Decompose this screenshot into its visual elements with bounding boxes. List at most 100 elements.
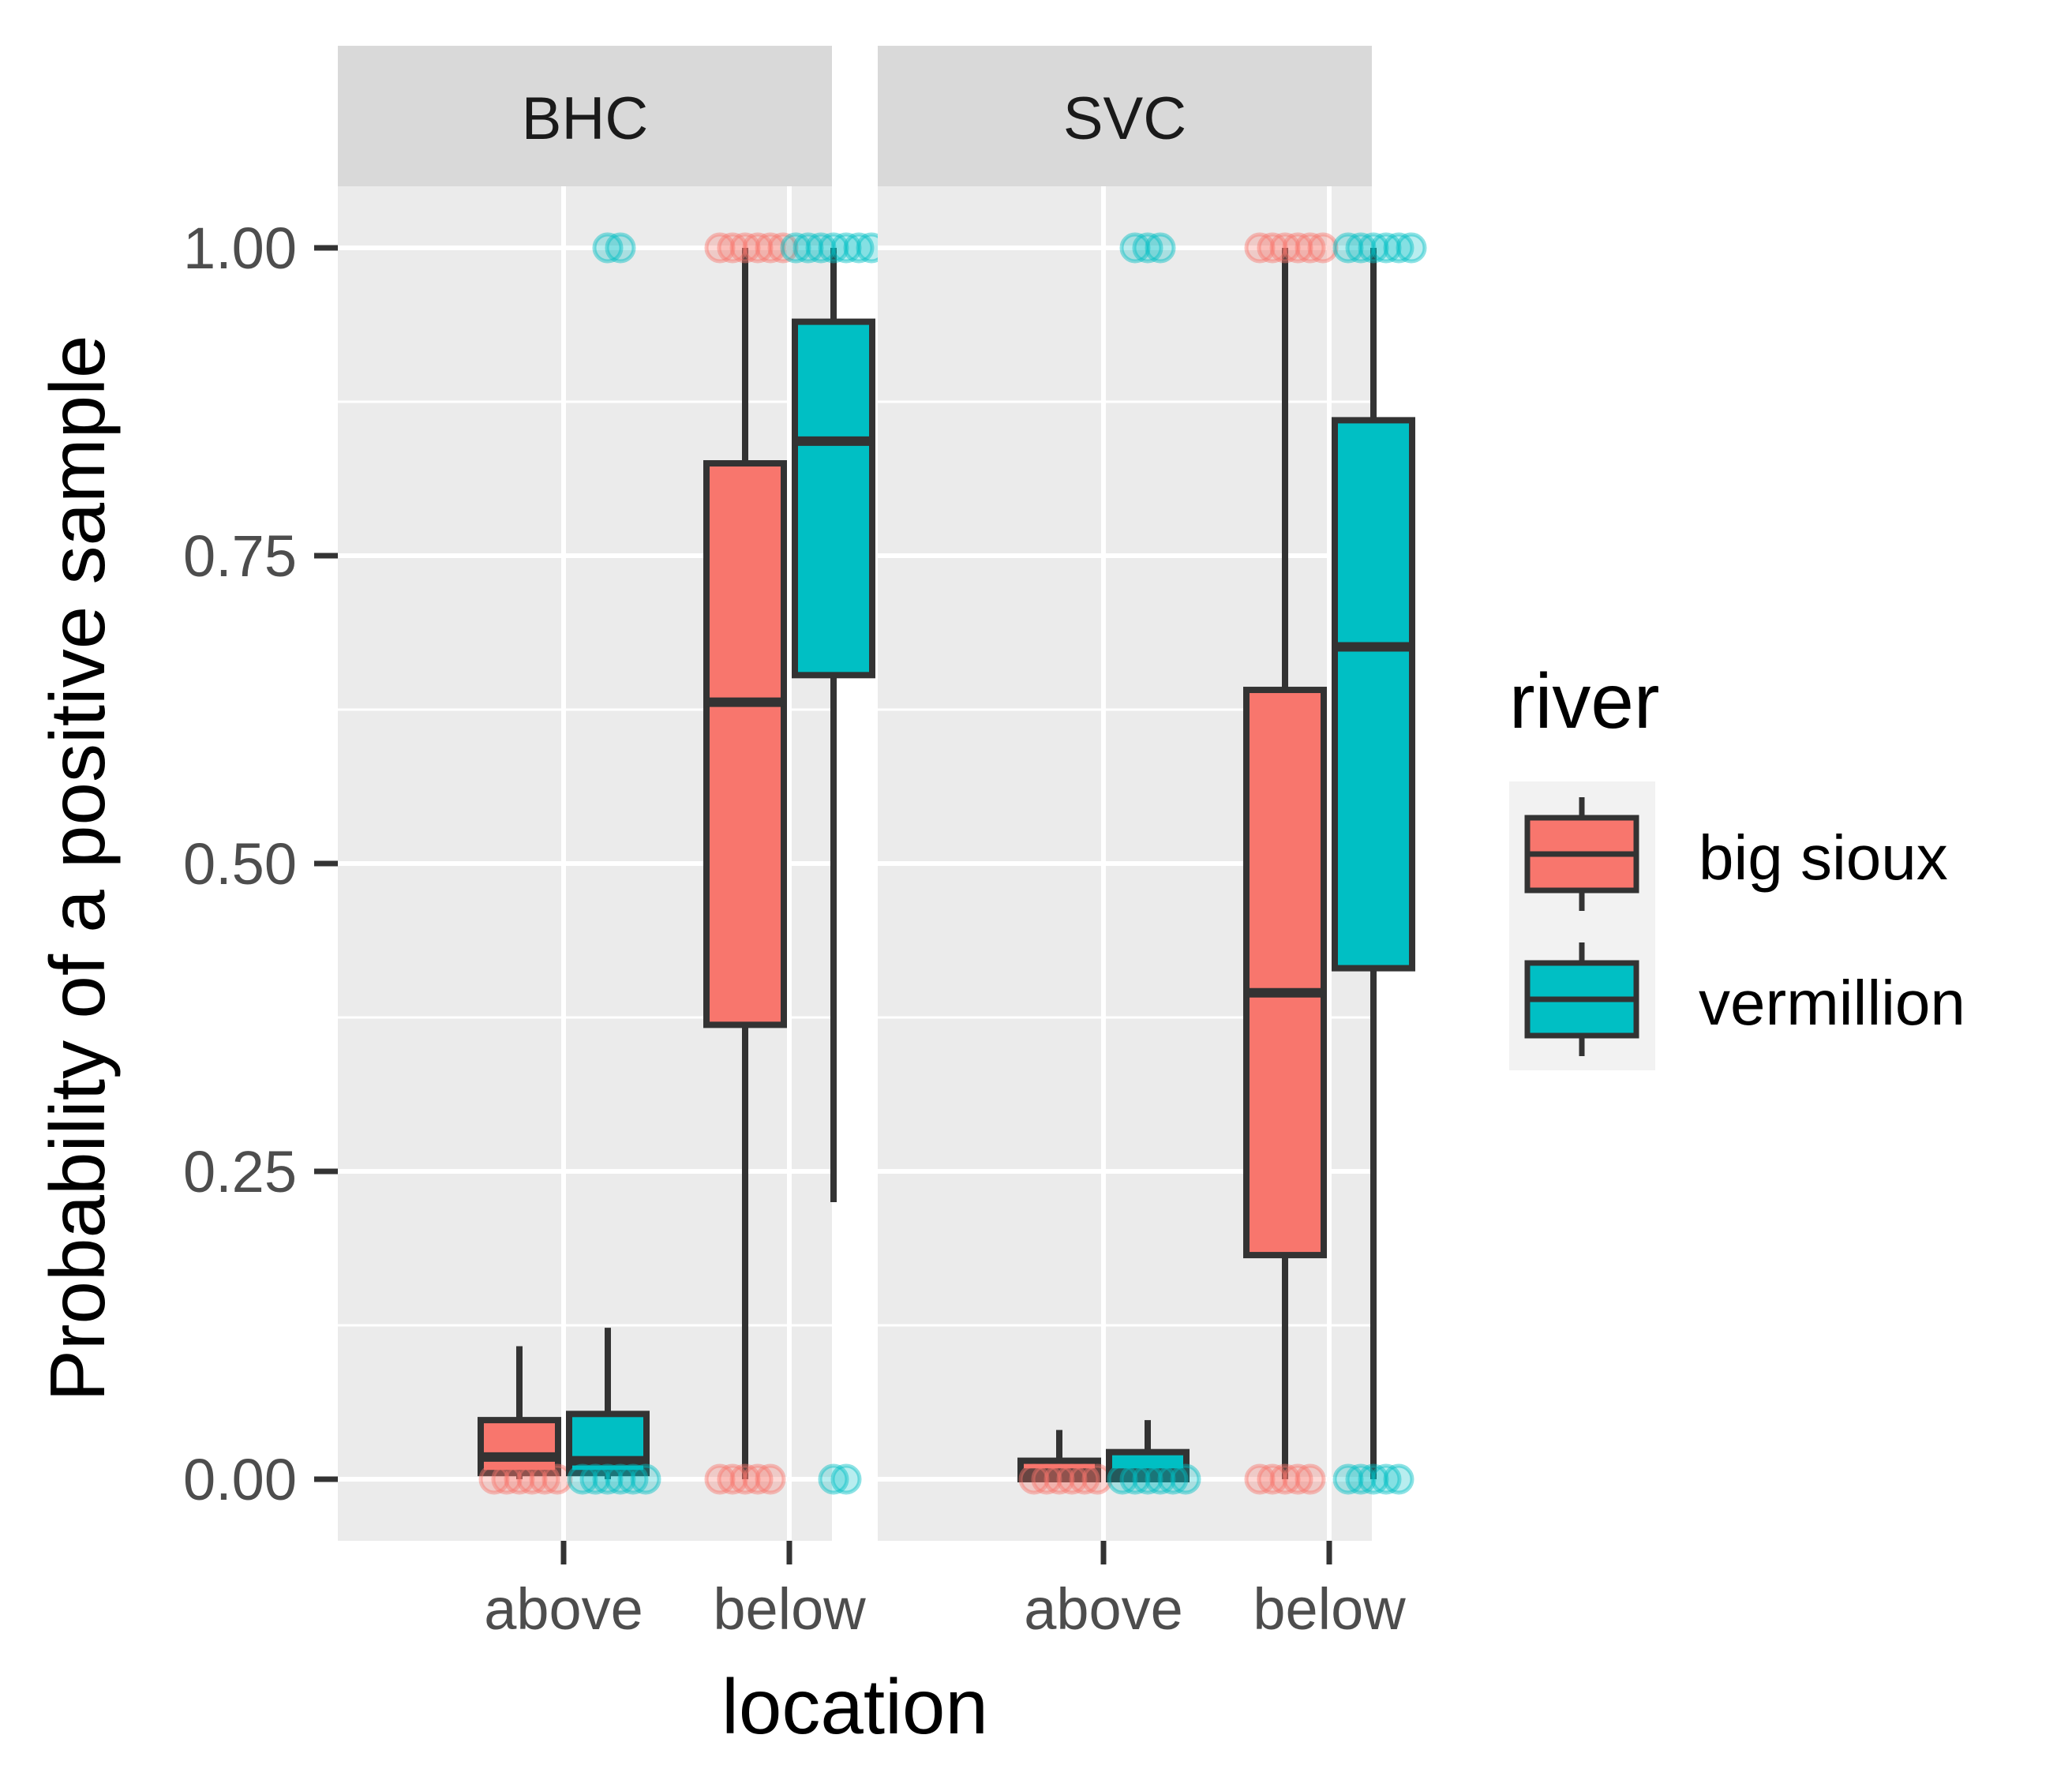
outlier-point	[792, 232, 824, 264]
outlier-point	[729, 1463, 761, 1495]
outlier-point	[755, 232, 786, 264]
legend-key-big-sioux	[1524, 797, 1639, 911]
outlier-point	[630, 1463, 661, 1495]
outlier-point	[1119, 1463, 1151, 1495]
box-below-big-sioux	[1243, 232, 1339, 1495]
panel-strip-svc	[878, 46, 1372, 186]
box-body	[478, 1417, 561, 1477]
outlier-point	[1370, 232, 1402, 264]
panel-strip-label-bhc: BHC	[522, 85, 648, 152]
outlier-point	[1332, 232, 1364, 264]
legend-key-vermillion	[1524, 942, 1639, 1056]
outlier-point	[1383, 1463, 1414, 1495]
outlier-point	[529, 1463, 560, 1495]
outlier-point	[1031, 1463, 1062, 1495]
legend-title: river	[1509, 658, 1660, 744]
x-axis-title: location	[721, 1663, 988, 1750]
outlier-point	[605, 1463, 636, 1495]
outlier-point	[579, 1463, 611, 1495]
outlier-point	[755, 1463, 786, 1495]
outlier-point	[717, 232, 748, 264]
x-axis: above below above below	[484, 1541, 1406, 1642]
outlier-point	[843, 232, 875, 264]
box-body	[703, 460, 787, 1029]
outlier-point	[1132, 1463, 1163, 1495]
outlier-point	[1370, 1463, 1402, 1495]
y-axis: 0.00 0.25 0.50 0.75 1.00	[183, 215, 338, 1512]
outlier-point	[516, 1463, 548, 1495]
outlier-point	[818, 232, 849, 264]
outlier-point	[504, 1463, 535, 1495]
outlier-point	[1383, 232, 1414, 264]
outlier-point	[1396, 232, 1427, 264]
panel-strip-bhc	[338, 46, 832, 186]
box-below-vermillion	[1332, 232, 1427, 1495]
y-tick-label: 0.25	[183, 1139, 297, 1205]
outlier-point	[1145, 1463, 1176, 1495]
outlier-point	[491, 1463, 523, 1495]
outlier-point	[1069, 1463, 1100, 1495]
outlier-point	[478, 1463, 510, 1495]
box-below-big-sioux	[703, 232, 799, 1495]
outlier-point	[1282, 1463, 1313, 1495]
outlier-point	[1358, 232, 1389, 264]
outlier-point	[704, 232, 736, 264]
outlier-point	[567, 1463, 598, 1495]
y-tick-label: 0.00	[183, 1447, 297, 1512]
outlier-point	[617, 1463, 649, 1495]
outlier-point	[767, 232, 799, 264]
outlier-point	[805, 232, 837, 264]
outlier-point	[1244, 232, 1276, 264]
outlier-point	[592, 1463, 624, 1495]
outlier-point	[1157, 1463, 1189, 1495]
y-tick-label: 1.00	[183, 215, 297, 281]
outlier-point	[717, 1463, 748, 1495]
outlier-point	[1269, 232, 1301, 264]
panel-svc: SVC	[878, 46, 1427, 1541]
panel-boxes-svc	[1017, 232, 1427, 1495]
outlier-point	[780, 232, 811, 264]
outlier-point	[818, 1463, 849, 1495]
y-tick-label: 0.50	[183, 831, 297, 897]
outlier-point	[1257, 1463, 1288, 1495]
outlier-point	[742, 232, 774, 264]
legend-label-vermillion: vermillion	[1699, 968, 1965, 1038]
panel-grid-svc	[878, 186, 1372, 1541]
box-body	[1332, 417, 1415, 972]
outlier-point	[830, 232, 862, 264]
legend-keys	[1524, 797, 1639, 1056]
outlier-point	[1043, 1463, 1075, 1495]
outlier-point	[592, 232, 624, 264]
box-above-big-sioux	[478, 1346, 573, 1495]
outlier-point	[729, 232, 761, 264]
outlier-point	[1244, 1463, 1276, 1495]
outlier-point	[1018, 1463, 1050, 1495]
outlier-point	[605, 232, 636, 264]
outlier-point	[1345, 232, 1377, 264]
outlier-point	[1107, 1463, 1138, 1495]
x-tick-label: above	[1024, 1576, 1183, 1642]
y-axis-title: Probability of a positive sample	[34, 335, 121, 1402]
x-tick-label: below	[713, 1576, 866, 1642]
outlier-point	[1170, 1463, 1201, 1495]
outlier-point	[1056, 1463, 1088, 1495]
outlier-point	[704, 1463, 736, 1495]
outlier-point	[1332, 1463, 1364, 1495]
panel-boxes-bhc	[478, 232, 887, 1495]
legend-label-big-sioux: big sioux	[1699, 822, 1948, 893]
outlier-point	[1257, 232, 1288, 264]
outlier-point	[1307, 232, 1339, 264]
outlier-point	[742, 1463, 774, 1495]
box-body	[1243, 687, 1327, 1259]
box-body	[792, 318, 875, 679]
x-tick-label: below	[1253, 1576, 1406, 1642]
box-above-vermillion	[1106, 232, 1201, 1495]
panel-grid-bhc	[338, 186, 832, 1541]
outlier-point	[1132, 232, 1163, 264]
panel-strip-label-svc: SVC	[1063, 85, 1186, 152]
y-tick-label: 0.75	[183, 523, 297, 589]
outlier-point	[1345, 1463, 1377, 1495]
outlier-point	[1282, 232, 1313, 264]
outlier-point	[1269, 1463, 1301, 1495]
